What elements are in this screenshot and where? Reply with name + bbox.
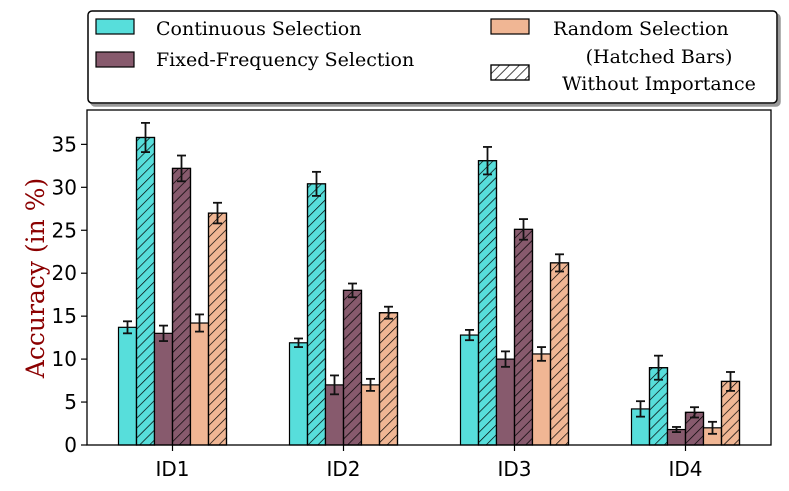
bar-hatch xyxy=(171,167,192,446)
y-tick-label: 0 xyxy=(64,433,77,457)
x-tick-label: ID1 xyxy=(155,457,189,481)
y-tick-label: 35 xyxy=(52,132,77,156)
error-bars xyxy=(123,121,735,435)
legend-swatch-hatched-pattern xyxy=(490,64,530,81)
y-tick-label: 15 xyxy=(52,304,77,328)
y-tick-label: 25 xyxy=(52,218,77,242)
legend-label-hatched-line1: (Hatched Bars) xyxy=(586,46,733,68)
y-axis-ticks: 0 5 10 15 20 25 30 35 xyxy=(52,132,87,457)
bar-hatch xyxy=(477,160,498,446)
bar xyxy=(288,342,309,446)
bar xyxy=(360,384,381,446)
bar-hatch xyxy=(306,183,327,446)
legend-box xyxy=(87,10,778,104)
bar-hatch xyxy=(549,262,570,446)
x-tick-label: ID4 xyxy=(668,457,702,481)
bar xyxy=(459,334,480,446)
bar-hatch xyxy=(207,212,228,446)
bar-hatch xyxy=(513,228,534,446)
y-tick-label: 30 xyxy=(52,175,77,199)
bar-hatch xyxy=(342,289,363,446)
y-tick-label: 20 xyxy=(52,261,77,285)
legend-label-hatched-line2: Without Importance xyxy=(562,73,756,95)
bar xyxy=(531,353,552,446)
bar xyxy=(153,332,174,446)
x-tick-label: ID2 xyxy=(326,457,360,481)
legend: Continuous Selection Fixed-Frequency Sel… xyxy=(87,10,778,104)
y-tick-label: 10 xyxy=(52,347,77,371)
plot-frame xyxy=(86,109,772,446)
x-axis-ticks: ID1 ID2 ID3 ID4 xyxy=(155,445,703,481)
legend-label-continuous: Continuous Selection xyxy=(156,18,361,40)
x-tick-label: ID3 xyxy=(497,457,531,481)
bar xyxy=(189,322,210,446)
legend-swatch-fixed-frequency xyxy=(95,51,135,68)
bar-hatch xyxy=(135,136,156,446)
bar-hatch xyxy=(378,312,399,446)
legend-label-random: Random Selection xyxy=(553,18,729,40)
legend-swatch-continuous xyxy=(95,18,135,35)
bars xyxy=(117,136,741,446)
legend-swatch-random xyxy=(490,18,530,35)
y-tick-label: 5 xyxy=(64,390,77,414)
legend-label-fixed-frequency: Fixed-Frequency Selection xyxy=(156,49,414,71)
bar xyxy=(495,358,516,446)
y-axis-label: Accuracy (in %) xyxy=(21,178,50,379)
bar xyxy=(117,326,138,446)
